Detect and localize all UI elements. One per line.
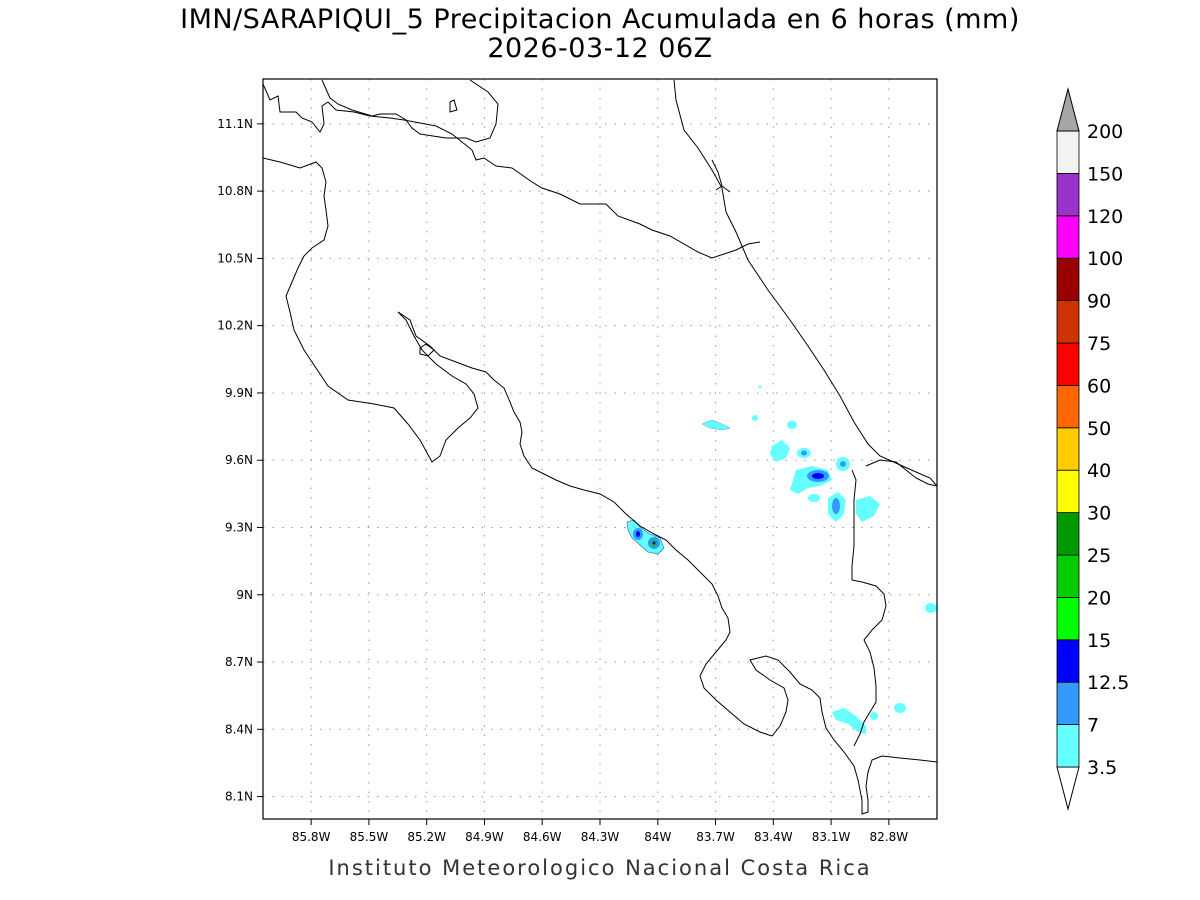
legend-color-box (1056, 215, 1080, 259)
legend-color-box (1056, 172, 1080, 217)
lon-tick-label: 84.3W (581, 830, 620, 844)
lat-tick-label: 11.1N (217, 117, 253, 131)
legend-color-box (1056, 724, 1080, 768)
lon-tick-label: 85.5W (350, 830, 389, 844)
lon-tick-label: 85.2W (407, 830, 446, 844)
legend-level-label: 60 (1087, 375, 1111, 397)
panama-border (851, 469, 887, 747)
lat-tick-label: 10.8N (217, 184, 253, 198)
legend-color-box (1056, 681, 1080, 726)
lon-tick-label: 84W (644, 830, 671, 844)
lat-tick-label: 9N (236, 588, 253, 602)
lon-tick-label: 84.9W (465, 830, 504, 844)
precip-cluster-central-pacific (626, 519, 665, 555)
lat-tick-label: 9.6N (225, 453, 253, 467)
legend-color-box (1056, 342, 1080, 386)
legend-color-box (1056, 257, 1080, 302)
map-title: IMN/SARAPIQUI_5 Precipitacion Acumulada … (180, 4, 1020, 35)
legend-color-box (1056, 427, 1080, 471)
legend-level-label: 100 (1087, 248, 1123, 270)
lon-tick-label: 82.8W (870, 830, 909, 844)
legend-over-triangle (1056, 87, 1080, 132)
lon-tick-label: 83.7W (696, 830, 735, 844)
lon-tick-label: 84.6W (523, 830, 562, 844)
legend-color-box (1056, 384, 1080, 429)
lat-tick-label: 10.5N (217, 251, 253, 265)
legend-level-label: 3.5 (1087, 757, 1117, 779)
legend-color-box (1056, 512, 1080, 556)
panama-caribbean (865, 459, 938, 487)
footer-credit: Instituto Meteorologico Nacional Costa R… (328, 856, 872, 880)
legend-level-label: 15 (1087, 630, 1111, 652)
map-subtitle: 2026-03-12 06Z (487, 33, 713, 64)
lon-tick-label: 83.4W (754, 830, 793, 844)
lat-tick-label: 9.3N (225, 520, 253, 534)
legend-under-triangle (1056, 766, 1080, 811)
legend-level-label: 90 (1087, 291, 1111, 313)
pacific-coast-north (262, 157, 479, 463)
map-frame (262, 78, 938, 820)
color-legend: 3.5 7 12.5 15 20 25 30 40 50 60 75 90 100 120 150 200 (1056, 87, 1129, 811)
legend-level-label: 40 (1087, 460, 1111, 482)
lat-tick-label: 8.1N (225, 790, 253, 804)
legend-level-label: 20 (1087, 587, 1111, 609)
legend-level-label: 200 (1087, 121, 1123, 143)
lat-tick-label: 9.9N (225, 386, 253, 400)
lat-tick-label: 8.4N (225, 722, 253, 736)
legend-level-label: 75 (1087, 333, 1111, 355)
legend-level-label: 120 (1087, 206, 1123, 228)
lat-tick-label: 8.7N (225, 655, 253, 669)
nicaragua-coast (321, 79, 499, 143)
nicoya-island (419, 343, 435, 357)
legend-color-box (1056, 130, 1080, 174)
legend-level-label: 50 (1087, 418, 1111, 440)
nicaragua-border (262, 79, 761, 259)
precipitation-contours (626, 385, 937, 734)
lat-tick-label: 10.2N (217, 319, 253, 333)
legend-color-box (1056, 300, 1080, 344)
gulf-nicoya-coast (397, 311, 773, 737)
legend-color-box (1056, 469, 1080, 514)
lake-island (449, 99, 458, 113)
osa-peninsula (749, 655, 938, 815)
legend-level-label: 7 (1087, 715, 1099, 737)
precip-cluster-south-pacific (758, 385, 906, 734)
legend-level-label: 25 (1087, 545, 1111, 567)
lon-tick-label: 85.8W (292, 830, 331, 844)
map-grid: 85.8W 85.5W 85.2W 84.9W 84.6W 84.3W 84W 83.7W 83… (217, 79, 937, 844)
san-juan-river (711, 159, 731, 193)
precip-cluster-caribbean (701, 415, 937, 613)
legend-level-label: 12.5 (1087, 672, 1129, 694)
lon-tick-label: 83.1W (812, 830, 851, 844)
legend-color-box (1056, 554, 1080, 598)
legend-color-box (1056, 597, 1080, 641)
legend-level-label: 30 (1087, 503, 1111, 525)
coastlines-and-borders (262, 79, 938, 815)
legend-level-label: 150 (1087, 163, 1123, 185)
legend-color-box (1056, 639, 1080, 683)
